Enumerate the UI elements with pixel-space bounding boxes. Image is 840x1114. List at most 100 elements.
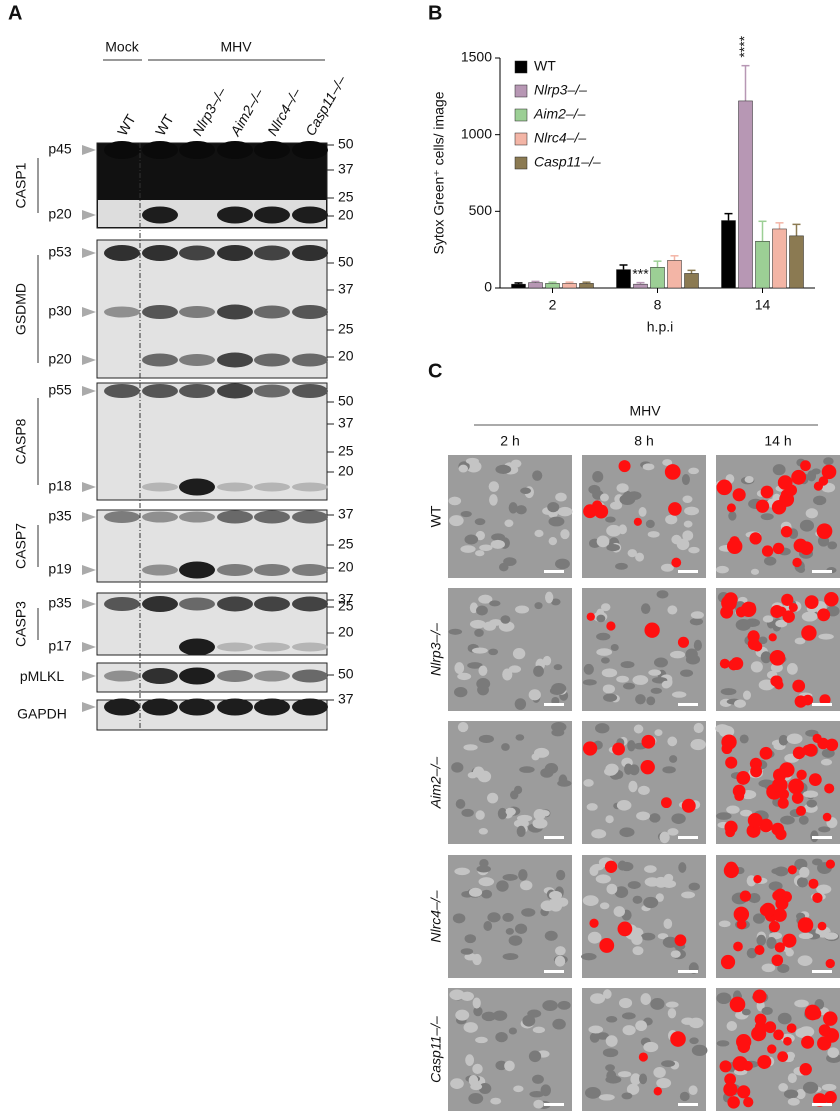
cell [640,603,651,615]
cell [544,930,558,941]
marker-label: 37 [338,281,354,297]
scale-bar [812,703,832,706]
cell [750,661,763,673]
marker-label: 50 [338,136,354,152]
cell [642,463,655,471]
cell [478,827,488,835]
dead-cell [733,906,750,923]
arrow [82,702,96,712]
cell [688,546,700,554]
cell [481,889,493,899]
marker-label: 20 [338,348,354,364]
scale-bar [544,970,564,973]
dead-cell [640,759,655,775]
dead-cell [674,934,687,947]
band [217,482,253,492]
cell [744,618,761,628]
cell [514,785,523,795]
cell [635,552,644,562]
cell [467,662,483,669]
cell [671,813,686,824]
dead-cell [759,818,773,833]
cell [676,538,690,551]
dead-cell [783,1036,792,1046]
annotation: *** [632,265,649,281]
cell [483,920,493,932]
cell [795,1088,806,1100]
dead-cell [641,734,656,749]
cell [606,524,622,537]
scale-bar [544,1103,564,1106]
band [179,306,215,318]
band [254,482,290,492]
x-tick-label: 2 [549,297,557,313]
legend-label: Nlrp3–/– [534,82,587,98]
cell [555,558,570,570]
dead-cell [792,746,806,760]
dead-cell [719,658,730,669]
cell [505,807,516,816]
cell [596,632,611,641]
dead-cell [773,908,787,922]
cell [633,724,644,734]
cell [478,734,494,744]
cell [487,912,501,923]
cell [805,508,818,519]
cell [636,811,651,821]
cell [542,1000,558,1011]
cell [605,1075,622,1084]
band [292,482,328,492]
cell [532,1026,546,1034]
dead-cell [774,680,784,690]
cell [520,487,532,494]
marker-label: 20 [338,624,354,640]
cell [448,496,462,506]
cell [601,668,618,678]
lane-label: WT [152,111,177,138]
scale-bar [678,703,698,706]
cell [678,862,687,873]
dead-cell [781,593,794,606]
cell [584,1087,601,1099]
cell [468,1093,484,1105]
cell [623,682,636,690]
cell [669,755,678,763]
cell [798,932,814,940]
cell [600,493,609,502]
dead-cell [677,636,690,648]
dead-cell [743,1097,754,1108]
cell [801,611,818,622]
cell [586,803,598,811]
dead-cell [757,1054,772,1069]
bar [528,282,543,289]
cell [618,1071,632,1078]
cell [811,858,823,866]
cell [643,896,659,909]
dead-cell [818,1024,831,1037]
cell [478,594,493,604]
cell [475,530,485,541]
cell [688,467,700,475]
cell [763,556,777,566]
dead-cell [633,517,642,526]
band-label: p53 [48,244,72,260]
dead-cell [754,1021,767,1033]
band [104,384,140,398]
cell [689,617,704,626]
cell [627,740,636,752]
cell [589,865,599,877]
dead-cell [824,783,835,794]
cell [682,495,693,503]
band [254,353,290,367]
cell [542,655,552,666]
cell [661,680,671,689]
bar [738,100,753,289]
cell [550,598,561,606]
dead-cell [716,479,733,496]
marker-label: 25 [338,536,354,552]
dead-cell [739,890,752,902]
cell [514,923,528,934]
cell [590,993,606,1004]
cell [504,1060,515,1072]
marker-label: 25 [338,321,354,337]
